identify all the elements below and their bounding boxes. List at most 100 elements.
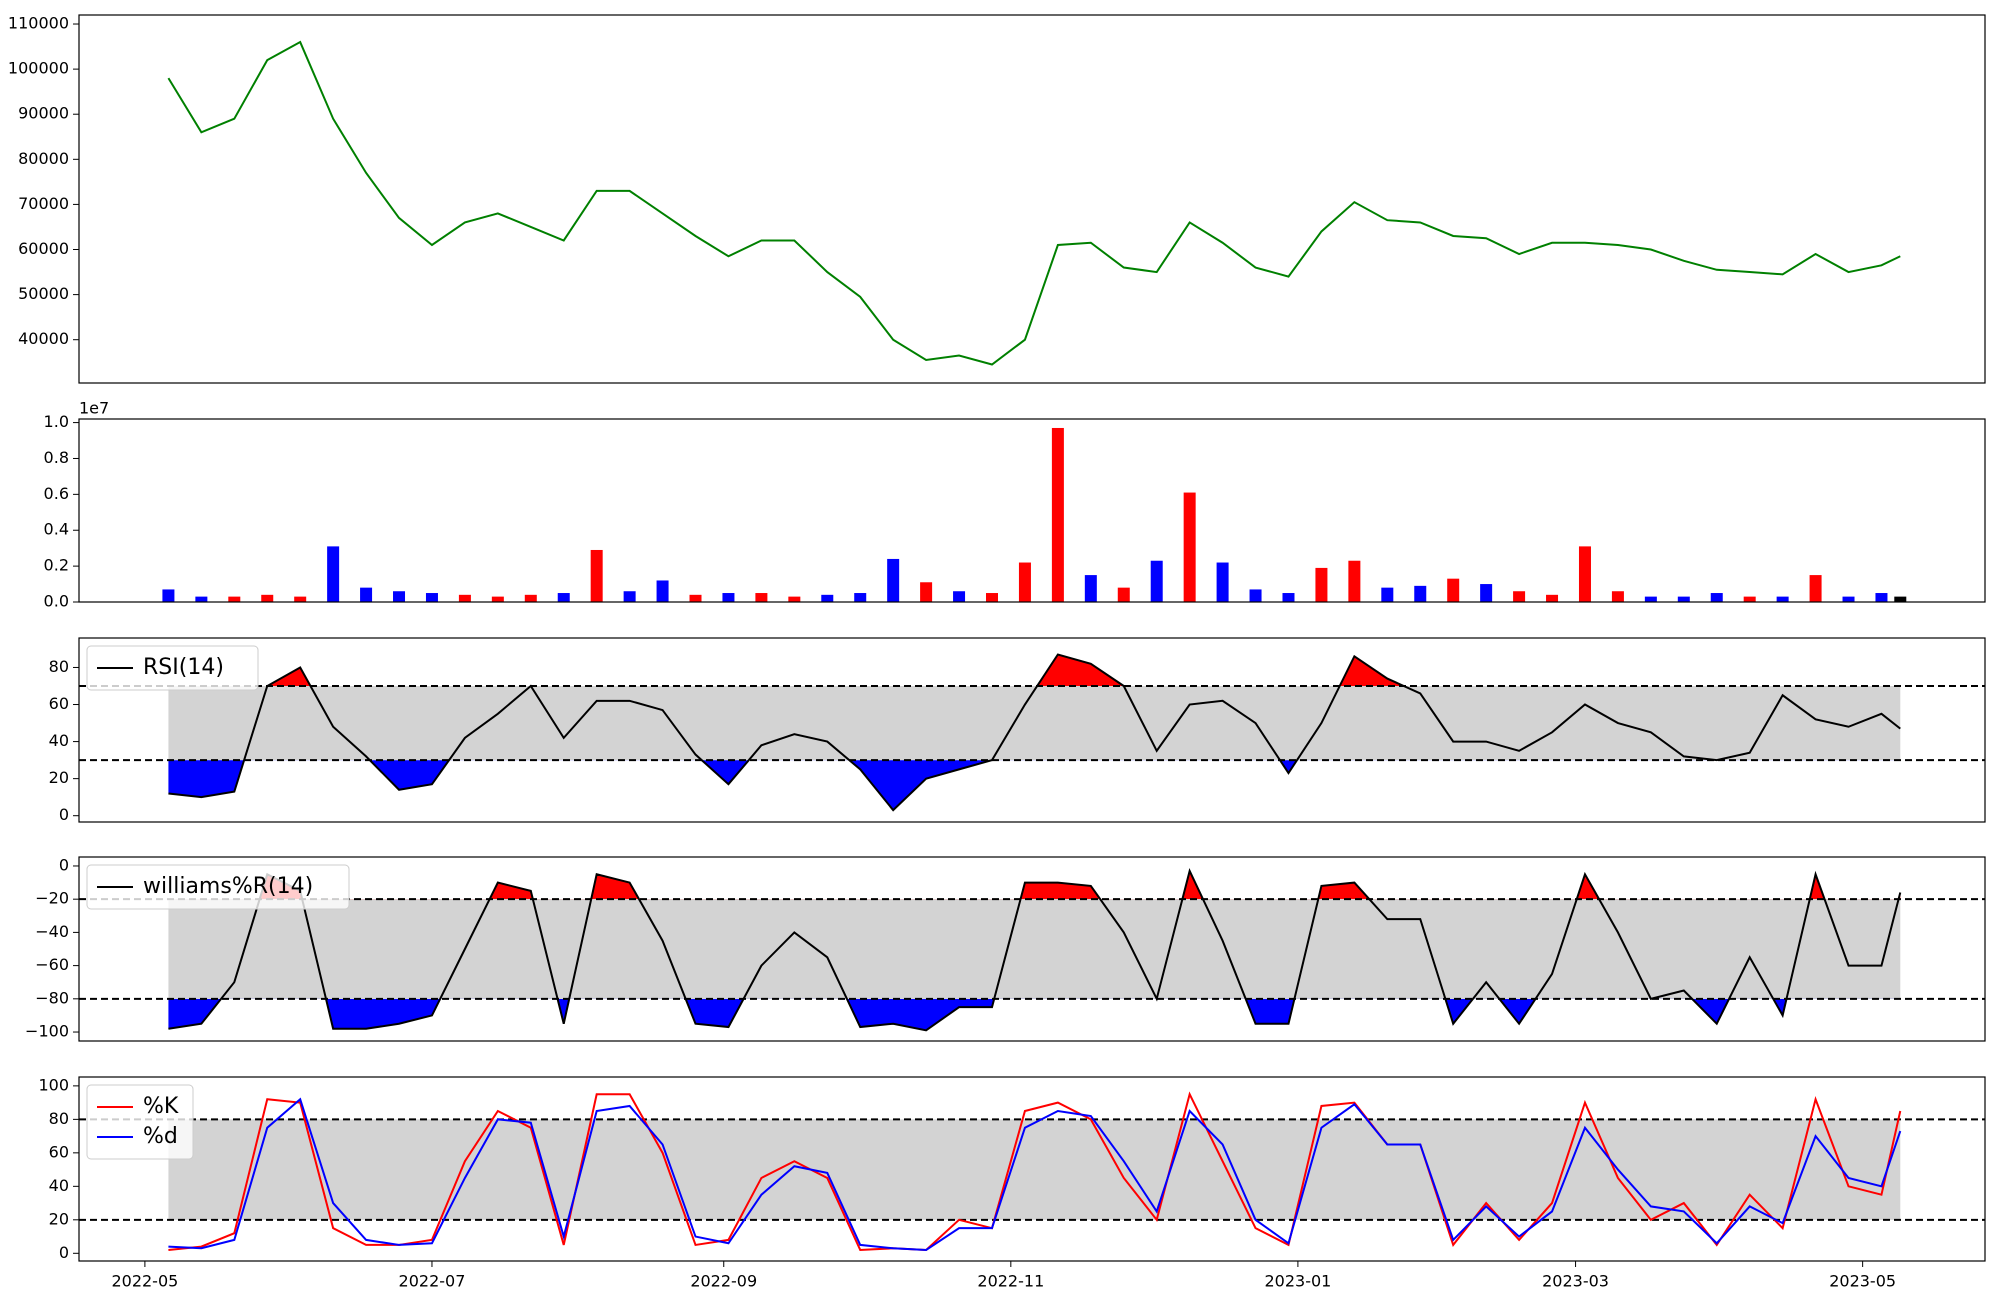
y-tick-label: 0.2 — [44, 556, 69, 575]
legend-box — [86, 1084, 194, 1160]
y-tick-label: 0 — [59, 1243, 69, 1262]
legend-box — [86, 864, 350, 910]
volume-bar — [557, 593, 570, 602]
volume-bar — [722, 593, 735, 602]
panel-frame — [78, 637, 1986, 823]
y-tick-label: 40 — [49, 731, 69, 750]
y-tick-label: 20 — [49, 768, 69, 787]
panel-frame — [78, 856, 1986, 1042]
legend-label: %K — [143, 1094, 179, 1119]
y-tick-label: 70000 — [18, 194, 69, 213]
threshold-band — [168, 685, 1901, 761]
volume-bar — [1282, 593, 1295, 602]
x-tick-label: 2022-05 — [111, 1272, 178, 1291]
volume-bar — [887, 558, 900, 602]
volume-bar — [393, 591, 406, 602]
volume-bar — [1611, 591, 1624, 602]
panel-frame — [78, 1076, 1986, 1262]
volume-bar — [458, 594, 471, 602]
volume-bar — [1348, 560, 1361, 602]
y-tick-label: 60 — [49, 694, 69, 713]
y-tick-label: 0.8 — [44, 448, 69, 467]
panel-frame — [78, 14, 1986, 384]
panel-frame — [78, 418, 1986, 603]
x-tick-label: 2022-11 — [977, 1272, 1044, 1291]
offset-label: 1e7 — [79, 399, 109, 418]
y-tick-label: 50000 — [18, 284, 69, 303]
volume-bar — [1084, 575, 1097, 602]
x-tick-label: 2023-01 — [1264, 1272, 1331, 1291]
volume-bar — [623, 591, 636, 602]
volume-bar — [1513, 591, 1526, 602]
y-tick-label: 40000 — [18, 329, 69, 348]
volume-bar — [294, 596, 307, 602]
y-tick-label: 0 — [59, 855, 69, 874]
volume-bar — [1183, 492, 1196, 602]
volume-bar — [656, 580, 669, 602]
volume-bar — [1842, 596, 1855, 602]
volume-bar — [1051, 427, 1064, 602]
volume-bar — [689, 594, 702, 602]
volume-bar — [1381, 587, 1394, 602]
y-tick-label: 80 — [49, 1109, 69, 1128]
volume-bar — [1117, 587, 1130, 602]
y-tick-label: 80 — [49, 657, 69, 676]
x-tick-label: 2023-05 — [1829, 1272, 1896, 1291]
volume-bar — [195, 596, 208, 602]
legend-label: RSI(14) — [143, 655, 224, 680]
legend-label: williams%R(14) — [143, 874, 313, 899]
y-tick-label: 100000 — [8, 59, 69, 78]
threshold-band — [168, 1119, 1901, 1220]
y-tick-label: 110000 — [8, 14, 69, 33]
y-tick-label: 0 — [59, 805, 69, 824]
volume-bar — [755, 593, 768, 602]
y-tick-label: 20 — [49, 1209, 69, 1228]
y-tick-label: −80 — [35, 988, 69, 1007]
volume-bar — [985, 593, 998, 602]
legend-box — [86, 645, 259, 691]
y-tick-label: −60 — [35, 955, 69, 974]
volume-bar — [1776, 596, 1789, 602]
x-tick-label: 2023-03 — [1542, 1272, 1609, 1291]
volume-bar — [1018, 562, 1031, 602]
volume-bar — [1216, 562, 1229, 602]
volume-bar — [1315, 567, 1328, 602]
volume-bar — [1710, 593, 1723, 602]
volume-bar — [491, 596, 504, 602]
y-tick-label: 0.6 — [44, 484, 69, 503]
price-line — [167, 40, 1901, 366]
volume-bar — [1894, 596, 1907, 602]
y-tick-label: 80000 — [18, 149, 69, 168]
volume-bar — [162, 589, 175, 602]
y-tick-label: 60000 — [18, 239, 69, 258]
volume-bar — [920, 582, 933, 602]
volume-bar — [854, 593, 867, 602]
volume-bar — [1447, 578, 1460, 602]
volume-bar — [590, 549, 603, 602]
volume-bar — [1249, 589, 1262, 602]
volume-bar — [1480, 584, 1493, 602]
volume-bar — [1578, 546, 1591, 602]
y-tick-label: 40 — [49, 1176, 69, 1195]
x-tick-label: 2022-09 — [690, 1272, 757, 1291]
volume-bar — [1546, 594, 1559, 602]
volume-bar — [425, 593, 438, 602]
y-tick-label: −40 — [35, 922, 69, 941]
volume-bar — [1644, 596, 1657, 602]
y-tick-label: 60 — [49, 1142, 69, 1161]
x-tick-label: 2022-07 — [399, 1272, 466, 1291]
indicator-line — [168, 1091, 1902, 1251]
indicator-line — [168, 653, 1901, 812]
indicator-line — [168, 1097, 1902, 1251]
y-tick-label: 100 — [38, 1075, 69, 1094]
volume-bar — [261, 594, 274, 602]
volume-bar — [524, 594, 537, 602]
threshold-band — [168, 899, 1901, 999]
volume-bar — [360, 587, 373, 602]
volume-bar — [1150, 560, 1163, 602]
volume-bar — [1743, 596, 1756, 602]
y-tick-label: 1.0 — [44, 412, 69, 431]
volume-bar — [228, 596, 241, 602]
indicator-line — [168, 868, 1902, 1032]
